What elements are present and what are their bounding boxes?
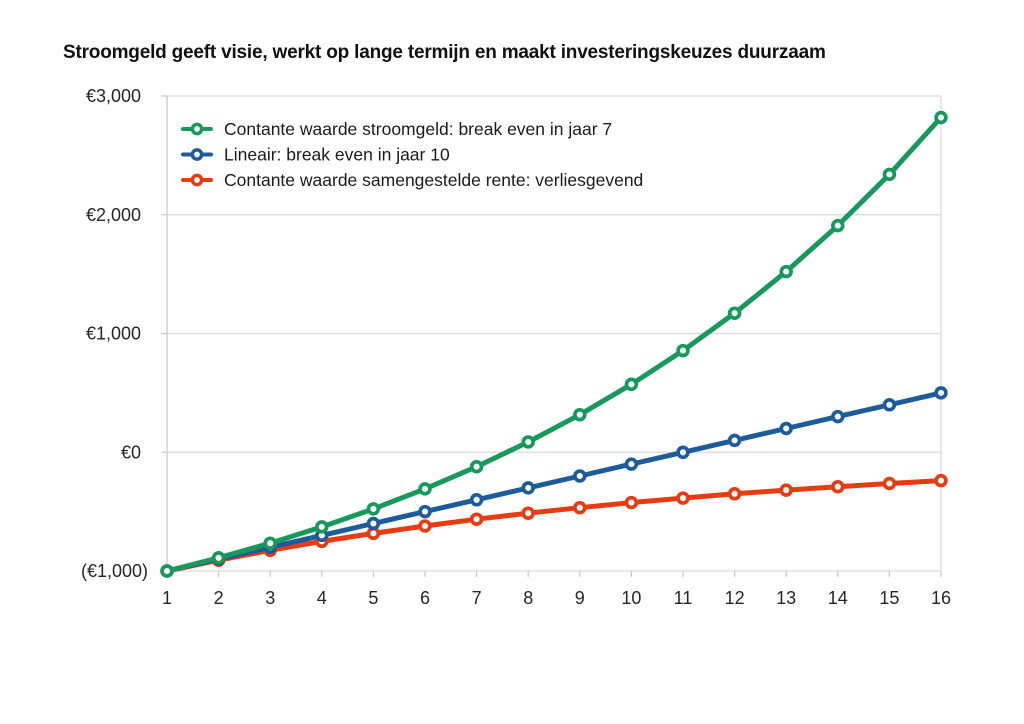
data-point-marker bbox=[573, 469, 587, 483]
data-point-marker bbox=[521, 435, 535, 449]
x-axis-tick-label: 14 bbox=[828, 588, 848, 608]
data-point-marker bbox=[882, 476, 897, 491]
x-axis-tick-label: 12 bbox=[725, 588, 745, 608]
data-point-marker bbox=[418, 482, 432, 496]
data-point-marker bbox=[418, 504, 432, 519]
data-point-marker bbox=[263, 536, 277, 550]
data-point-marker bbox=[521, 506, 535, 520]
data-point-marker bbox=[521, 481, 535, 495]
legend-marker-icon bbox=[190, 122, 204, 136]
y-axis-tick-label: €3,000 bbox=[86, 86, 141, 106]
data-point-marker bbox=[779, 264, 793, 279]
legend-marker-icon bbox=[190, 148, 204, 161]
legend-label: Contante waarde samengestelde rente: ver… bbox=[224, 170, 643, 190]
data-point-marker bbox=[676, 491, 690, 505]
data-point-marker bbox=[366, 502, 381, 516]
y-axis-tick-label: €2,000 bbox=[86, 205, 141, 225]
legend-marker-icon bbox=[190, 173, 204, 187]
legend-item: Contante waarde stroomgeld: break even i… bbox=[181, 119, 612, 139]
data-point-marker bbox=[573, 407, 587, 422]
data-point-marker bbox=[624, 377, 639, 392]
x-axis-tick-label: 9 bbox=[575, 588, 585, 608]
series-2 bbox=[160, 473, 948, 578]
x-axis-tick-label: 5 bbox=[368, 588, 378, 608]
data-point-marker bbox=[418, 519, 432, 533]
x-axis-tick-label: 3 bbox=[265, 588, 275, 608]
data-point-marker bbox=[727, 433, 742, 448]
x-axis-tick-label: 1 bbox=[162, 588, 172, 608]
data-point-marker bbox=[676, 445, 690, 460]
series-line bbox=[164, 390, 944, 574]
x-axis-tick-label: 6 bbox=[420, 588, 430, 608]
data-point-marker bbox=[831, 479, 845, 494]
data-point-marker bbox=[366, 516, 381, 531]
data-point-marker bbox=[727, 487, 742, 501]
y-axis-tick-label: (€1,000) bbox=[81, 561, 148, 581]
data-point-marker bbox=[676, 343, 690, 358]
x-axis-tick-label: 4 bbox=[317, 588, 327, 608]
data-point-marker bbox=[211, 551, 226, 565]
data-point-marker bbox=[779, 483, 793, 497]
data-point-marker bbox=[934, 386, 948, 400]
data-point-marker bbox=[831, 409, 845, 424]
x-axis-tick-label: 15 bbox=[879, 588, 899, 608]
data-point-marker bbox=[315, 520, 329, 534]
y-axis-tick-label: €0 bbox=[121, 442, 141, 462]
legend-item: Lineair: break even in jaar 10 bbox=[181, 145, 450, 165]
data-point-marker bbox=[882, 167, 897, 182]
legend-label: Lineair: break even in jaar 10 bbox=[224, 145, 450, 165]
series-line bbox=[164, 478, 944, 574]
data-point-marker bbox=[831, 218, 845, 233]
x-axis-tick-label: 10 bbox=[621, 588, 641, 608]
data-point-marker bbox=[469, 493, 484, 507]
x-axis-tick-label: 2 bbox=[214, 588, 224, 608]
data-point-marker bbox=[624, 495, 639, 510]
y-axis-tick-label: €1,000 bbox=[86, 324, 141, 344]
data-point-marker bbox=[160, 564, 174, 578]
data-point-marker bbox=[727, 306, 742, 320]
data-point-marker bbox=[934, 473, 948, 488]
series-0 bbox=[160, 110, 948, 578]
x-axis-tick-label: 7 bbox=[472, 588, 482, 608]
data-point-marker bbox=[934, 110, 948, 125]
data-point-marker bbox=[469, 459, 484, 474]
data-point-marker bbox=[573, 500, 587, 515]
x-axis-tick-label: 11 bbox=[674, 588, 693, 608]
legend-item: Contante waarde samengestelde rente: ver… bbox=[181, 170, 643, 190]
series-line bbox=[164, 115, 944, 574]
chart-title: Stroomgeld geeft visie, werkt op lange t… bbox=[63, 42, 826, 63]
data-point-marker bbox=[779, 421, 793, 436]
x-axis-tick-label: 8 bbox=[523, 588, 533, 608]
data-point-marker bbox=[882, 398, 897, 412]
legend-label: Contante waarde stroomgeld: break even i… bbox=[224, 119, 612, 139]
x-axis-tick-label: 13 bbox=[776, 588, 796, 608]
data-point-marker bbox=[469, 512, 484, 526]
x-axis-tick-label: 16 bbox=[931, 588, 951, 608]
data-point-marker bbox=[624, 457, 639, 471]
